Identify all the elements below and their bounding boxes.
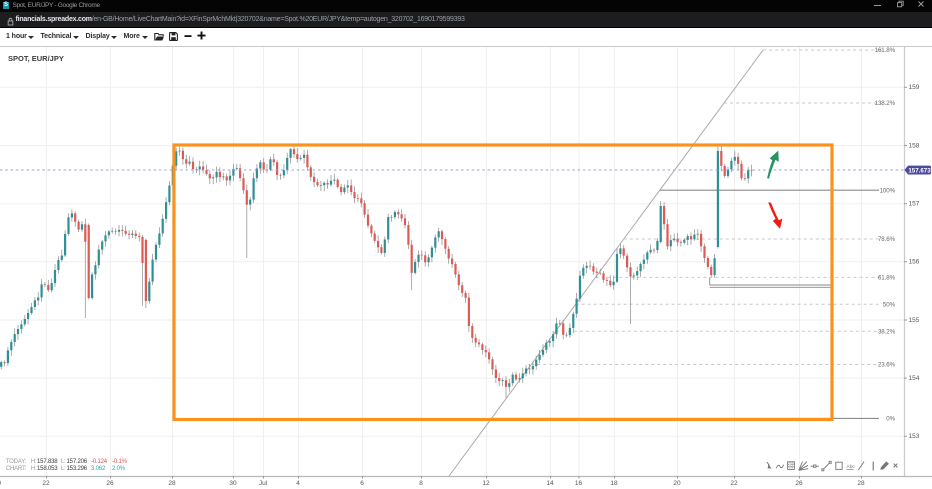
svg-text:H:: H: xyxy=(31,466,37,472)
svg-text:14: 14 xyxy=(546,480,554,487)
svg-text:154: 154 xyxy=(909,375,920,382)
svg-text:78.6%: 78.6% xyxy=(878,236,896,243)
svg-text:28: 28 xyxy=(857,480,865,487)
svg-text:-0.1%: -0.1% xyxy=(112,459,128,465)
svg-text:2.0%: 2.0% xyxy=(112,466,126,472)
svg-text:0%: 0% xyxy=(886,416,895,423)
svg-text:-0.124: -0.124 xyxy=(91,459,108,465)
svg-text:SPOT, EUR/JPY: SPOT, EUR/JPY xyxy=(8,54,64,63)
svg-text:TODAY:: TODAY: xyxy=(6,459,27,465)
svg-text:153.296: 153.296 xyxy=(67,466,88,472)
svg-text:159: 159 xyxy=(909,84,920,91)
svg-text:138.2%: 138.2% xyxy=(875,100,896,107)
svg-text:8: 8 xyxy=(419,480,423,487)
svg-text:156: 156 xyxy=(909,259,920,266)
svg-text:26: 26 xyxy=(795,480,803,487)
svg-text:6: 6 xyxy=(360,480,364,487)
svg-text:158: 158 xyxy=(909,142,920,149)
svg-text:100%: 100% xyxy=(880,187,896,194)
svg-text:161.8%: 161.8% xyxy=(875,47,896,54)
svg-text:3.062: 3.062 xyxy=(91,466,106,472)
svg-text:Jul: Jul xyxy=(259,480,268,487)
svg-text:L:: L: xyxy=(61,466,66,472)
svg-text:4: 4 xyxy=(296,480,300,487)
svg-text:157: 157 xyxy=(909,201,920,208)
svg-text:12: 12 xyxy=(482,480,490,487)
svg-text:155: 155 xyxy=(909,317,920,324)
svg-text:22: 22 xyxy=(730,480,738,487)
svg-text:61.8%: 61.8% xyxy=(878,275,896,282)
svg-text:28: 28 xyxy=(168,480,176,487)
svg-text:20: 20 xyxy=(0,480,1,487)
svg-text:20: 20 xyxy=(673,480,681,487)
svg-text:158.053: 158.053 xyxy=(37,466,58,472)
svg-text:38.2%: 38.2% xyxy=(878,328,896,335)
svg-text:157.673: 157.673 xyxy=(908,167,931,174)
svg-text:16: 16 xyxy=(575,480,583,487)
svg-text:CHART:: CHART: xyxy=(6,466,27,472)
svg-text:Abc: Abc xyxy=(847,464,856,470)
svg-text:30: 30 xyxy=(229,480,237,487)
svg-text:L:: L: xyxy=(61,459,66,465)
svg-text:H:: H: xyxy=(31,459,37,465)
svg-text:157.838: 157.838 xyxy=(37,459,58,465)
svg-text:26: 26 xyxy=(106,480,114,487)
svg-text:23.6%: 23.6% xyxy=(878,362,896,369)
svg-text:50%: 50% xyxy=(883,302,896,309)
svg-text:157.206: 157.206 xyxy=(67,459,88,465)
svg-text:22: 22 xyxy=(42,480,50,487)
svg-text:18: 18 xyxy=(610,480,618,487)
svg-text:153: 153 xyxy=(909,433,920,440)
